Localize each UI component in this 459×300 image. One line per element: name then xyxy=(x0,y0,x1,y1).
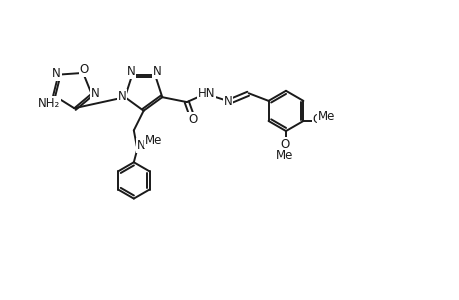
Text: Me: Me xyxy=(318,110,335,123)
Text: O: O xyxy=(312,113,321,126)
Text: O: O xyxy=(280,138,289,151)
Text: O: O xyxy=(79,64,89,76)
Text: N: N xyxy=(137,139,146,152)
Text: N: N xyxy=(152,65,161,78)
Text: N: N xyxy=(127,65,135,78)
Text: N: N xyxy=(52,67,61,80)
Text: O: O xyxy=(188,113,197,126)
Text: N: N xyxy=(118,90,126,103)
Text: HN: HN xyxy=(197,87,215,100)
Text: NH₂: NH₂ xyxy=(38,97,60,110)
Text: Me: Me xyxy=(275,149,292,162)
Text: N: N xyxy=(90,87,99,100)
Text: Me: Me xyxy=(145,134,162,147)
Text: N: N xyxy=(223,94,232,108)
